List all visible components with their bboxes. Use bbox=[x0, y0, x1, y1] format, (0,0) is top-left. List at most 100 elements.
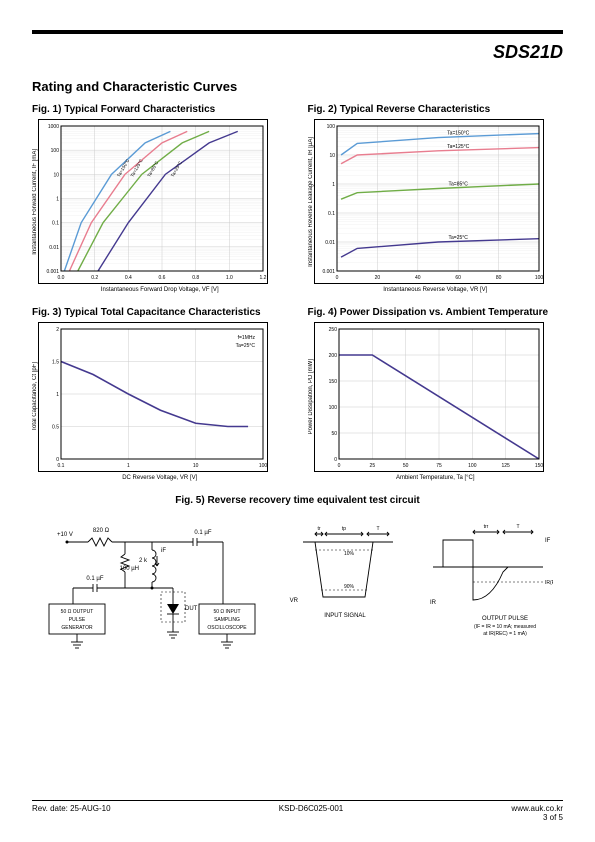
svg-text:2: 2 bbox=[56, 327, 59, 333]
footer-site: www.auk.co.kr bbox=[511, 804, 563, 813]
fig4-ylabel: Power Dissipation, PD [mW] bbox=[308, 359, 314, 434]
svg-text:0.2: 0.2 bbox=[91, 275, 98, 281]
svg-text:100: 100 bbox=[326, 124, 335, 130]
svg-text:100: 100 bbox=[328, 405, 337, 411]
fig2-chart: 0.001 0.01 0.1 1 10 100 0 20 40 60 80 100 Ta=150°C Ta… bbox=[314, 119, 544, 284]
svg-text:90%: 90% bbox=[343, 584, 354, 590]
svg-text:IF: IF bbox=[545, 538, 551, 544]
fig2-xlabel: Instantaneous Reverse Voltage, VR [V] bbox=[308, 287, 564, 293]
svg-text:10: 10 bbox=[329, 153, 335, 159]
svg-text:GENERATOR: GENERATOR bbox=[61, 625, 93, 631]
fig1: Fig. 1) Typical Forward Characteristics … bbox=[32, 104, 288, 293]
svg-text:0.1 µF: 0.1 µF bbox=[194, 530, 211, 536]
svg-text:0: 0 bbox=[337, 463, 340, 469]
svg-text:0.0: 0.0 bbox=[58, 275, 65, 281]
fig3-xlabel: DC Reverse Voltage, VR [V] bbox=[32, 475, 288, 481]
svg-text:Ta=25°C: Ta=25°C bbox=[236, 343, 256, 349]
svg-text:10: 10 bbox=[53, 172, 59, 178]
svg-text:0.01: 0.01 bbox=[325, 240, 335, 246]
svg-text:Ta=125°C: Ta=125°C bbox=[447, 144, 470, 150]
fig1-ylabel: Instantaneous Forward Current, IF [mA] bbox=[32, 149, 38, 255]
page: SDS21D Rating and Characteristic Curves … bbox=[0, 0, 595, 707]
svg-text:1: 1 bbox=[56, 197, 59, 203]
fig4-xlabel: Ambient Temperature, Ta [°C] bbox=[308, 475, 564, 481]
svg-text:50: 50 bbox=[331, 431, 337, 437]
row-2: Fig. 3) Typical Total Capacitance Charac… bbox=[32, 307, 563, 481]
svg-text:10%: 10% bbox=[343, 551, 354, 557]
svg-text:(IF = IR = 10 mA; measured: (IF = IR = 10 mA; measured bbox=[474, 624, 536, 630]
svg-text:0.1 µF: 0.1 µF bbox=[86, 576, 103, 582]
svg-text:50 Ω OUTPUT: 50 Ω OUTPUT bbox=[60, 609, 93, 615]
fig4-chart: 0501001502002500255075100125150 bbox=[314, 322, 544, 472]
svg-text:iF: iF bbox=[161, 548, 166, 554]
svg-text:125: 125 bbox=[501, 463, 510, 469]
svg-text:100 µH: 100 µH bbox=[119, 566, 138, 572]
svg-text:50 Ω INPUT: 50 Ω INPUT bbox=[213, 609, 240, 615]
svg-text:f=1MHz: f=1MHz bbox=[238, 335, 256, 341]
fig3-ylabel: Total Capacitance, Ct [pF] bbox=[32, 362, 38, 431]
svg-text:Ta=85°C: Ta=85°C bbox=[448, 181, 468, 187]
svg-text:+10 V: +10 V bbox=[57, 532, 73, 538]
svg-text:PULSE: PULSE bbox=[68, 617, 85, 623]
svg-text:0.001: 0.001 bbox=[322, 269, 335, 275]
svg-text:Ta=150°C: Ta=150°C bbox=[447, 131, 470, 137]
fig1-xlabel: Instantaneous Forward Drop Voltage, VF [… bbox=[32, 287, 288, 293]
svg-text:20: 20 bbox=[374, 275, 380, 281]
top-rule bbox=[32, 30, 563, 34]
fig5-circuit: +10 V820 Ω2 k0.1 µF50 Ω OUTPUTPULSEGENER… bbox=[32, 512, 563, 667]
fig1-title: Fig. 1) Typical Forward Characteristics bbox=[32, 104, 288, 115]
fig3-title: Fig. 3) Typical Total Capacitance Charac… bbox=[32, 307, 288, 318]
svg-text:tr: tr bbox=[317, 526, 320, 532]
svg-text:100: 100 bbox=[468, 463, 477, 469]
fig3-chart: 00.511.520.1110100f=1MHzTa=25°C bbox=[38, 322, 268, 472]
svg-text:0.1: 0.1 bbox=[52, 221, 59, 227]
svg-text:1: 1 bbox=[56, 392, 59, 398]
svg-text:0.4: 0.4 bbox=[125, 275, 132, 281]
svg-text:tp: tp bbox=[341, 526, 345, 532]
svg-text:200: 200 bbox=[328, 353, 337, 359]
svg-text:Ta=25°C: Ta=25°C bbox=[170, 160, 183, 178]
svg-text:0.1: 0.1 bbox=[328, 211, 335, 217]
svg-text:IR(REC) = 1 mA: IR(REC) = 1 mA bbox=[545, 580, 553, 586]
part-number: SDS21D bbox=[32, 42, 563, 63]
fig2-ylabel: Instantaneous Reverse Leakage Current, I… bbox=[308, 137, 314, 267]
svg-text:1: 1 bbox=[332, 182, 335, 188]
svg-text:IR: IR bbox=[430, 600, 437, 606]
row-1: Fig. 1) Typical Forward Characteristics … bbox=[32, 104, 563, 293]
footer-rev: Rev. date: 25-AUG-10 bbox=[32, 804, 111, 822]
svg-text:VR: VR bbox=[289, 598, 298, 604]
svg-text:150: 150 bbox=[328, 379, 337, 385]
svg-text:1.5: 1.5 bbox=[52, 360, 59, 366]
fig1-chart: 0.0010.010.111010010000.00.20.40.60.81.0… bbox=[38, 119, 268, 284]
section-title: Rating and Characteristic Curves bbox=[32, 79, 563, 94]
svg-text:1000: 1000 bbox=[48, 124, 59, 130]
svg-text:0.1: 0.1 bbox=[58, 463, 65, 469]
svg-text:820 Ω: 820 Ω bbox=[92, 528, 109, 534]
fig2: Fig. 2) Typical Reverse Characteristics … bbox=[308, 104, 564, 293]
svg-text:0: 0 bbox=[335, 275, 338, 281]
svg-text:0.6: 0.6 bbox=[159, 275, 166, 281]
svg-text:80: 80 bbox=[495, 275, 501, 281]
svg-text:Ta=25°C: Ta=25°C bbox=[448, 235, 468, 241]
svg-text:trr: trr bbox=[483, 524, 488, 530]
svg-text:1.0: 1.0 bbox=[226, 275, 233, 281]
svg-text:at IR(REC) = 1 mA): at IR(REC) = 1 mA) bbox=[483, 631, 527, 637]
footer-page: 3 of 5 bbox=[543, 813, 563, 822]
svg-text:150: 150 bbox=[534, 463, 543, 469]
svg-text:1.2: 1.2 bbox=[260, 275, 267, 281]
svg-text:100: 100 bbox=[259, 463, 268, 469]
svg-text:0.8: 0.8 bbox=[192, 275, 199, 281]
svg-text:OSCILLOSCOPE: OSCILLOSCOPE bbox=[207, 625, 247, 631]
svg-text:T: T bbox=[516, 524, 519, 530]
svg-text:60: 60 bbox=[455, 275, 461, 281]
svg-text:100: 100 bbox=[534, 275, 543, 281]
fig2-title: Fig. 2) Typical Reverse Characteristics bbox=[308, 104, 564, 115]
svg-text:75: 75 bbox=[436, 463, 442, 469]
svg-text:DUT: DUT bbox=[185, 606, 198, 612]
svg-text:T: T bbox=[376, 526, 379, 532]
svg-text:0.5: 0.5 bbox=[52, 425, 59, 431]
footer-doc: KSD-D6C025-001 bbox=[279, 804, 343, 822]
svg-text:1: 1 bbox=[127, 463, 130, 469]
fig5-svg: +10 V820 Ω2 k0.1 µF50 Ω OUTPUTPULSEGENER… bbox=[43, 512, 553, 667]
svg-text:40: 40 bbox=[415, 275, 421, 281]
